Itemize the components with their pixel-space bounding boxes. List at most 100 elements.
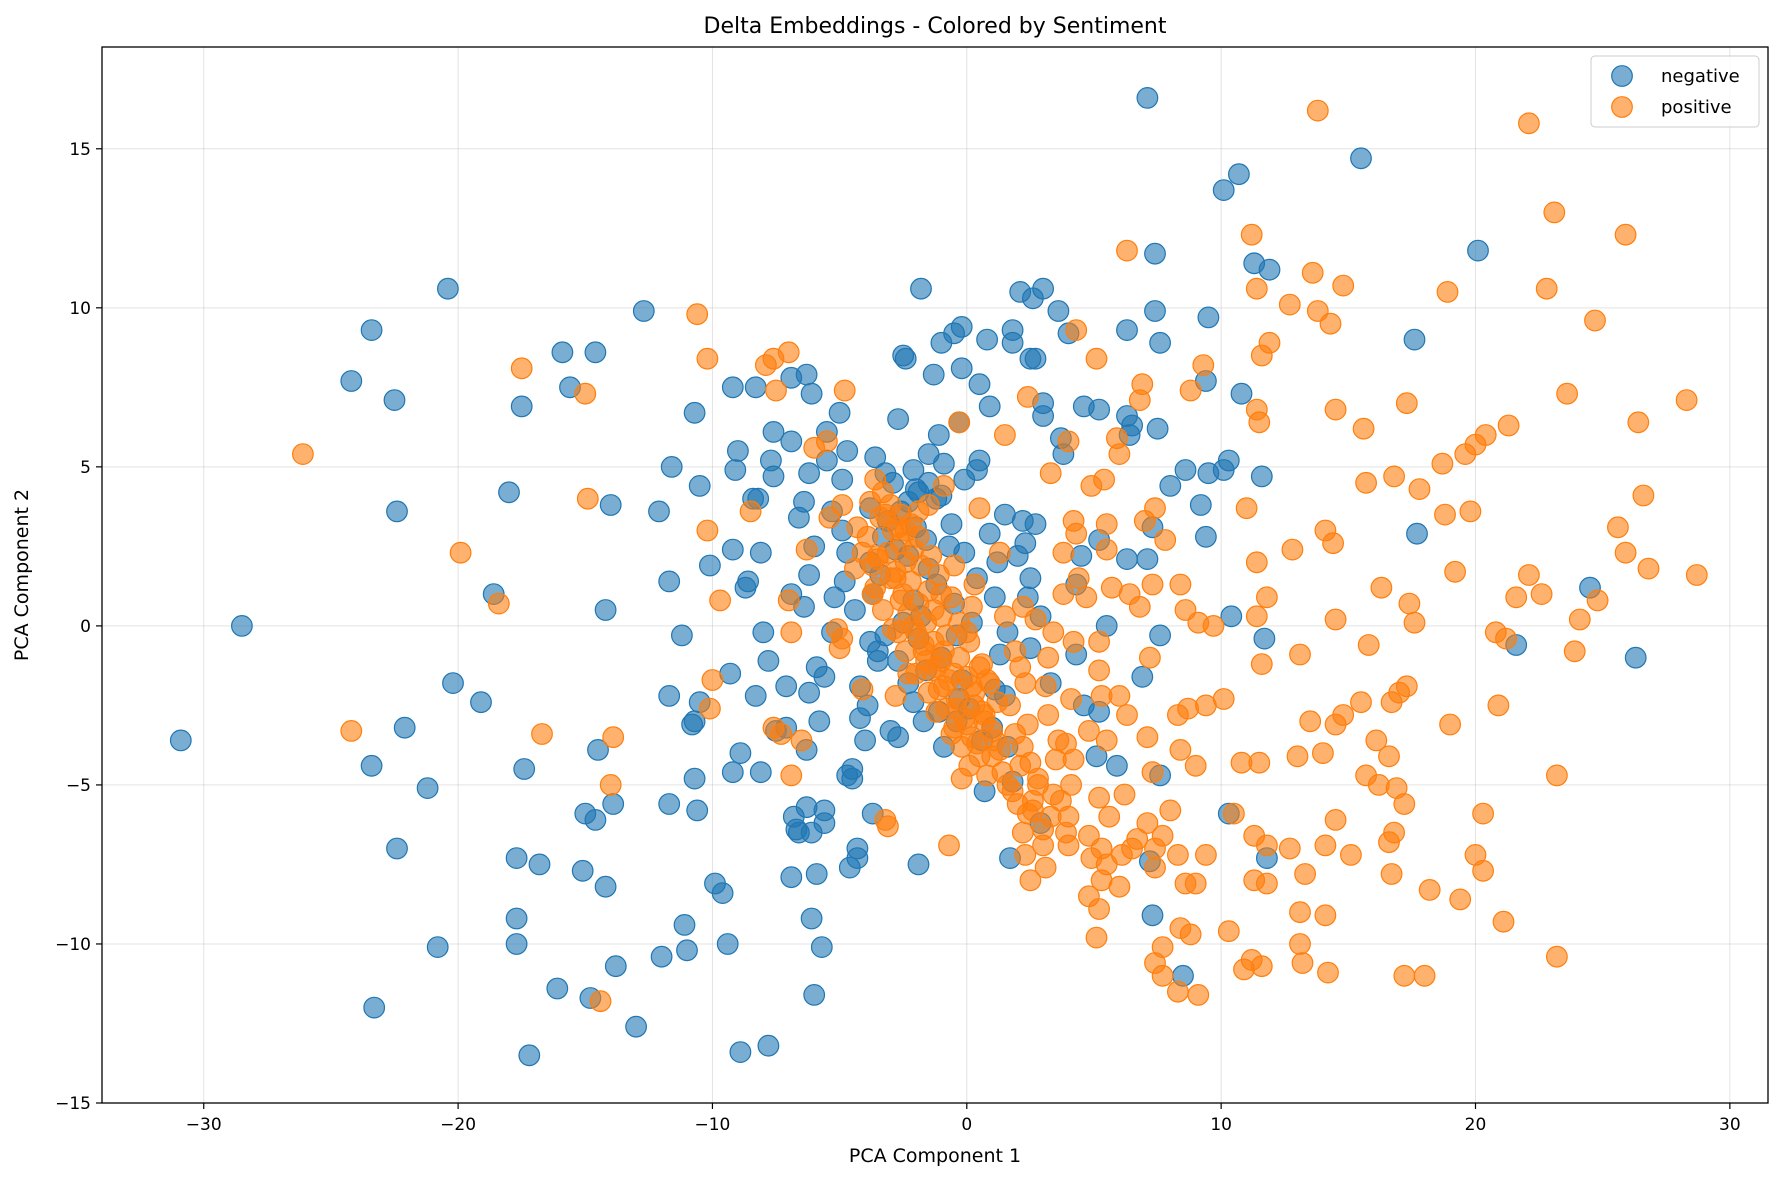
data-point-positive bbox=[1154, 529, 1177, 551]
data-point-negative bbox=[658, 685, 681, 707]
data-point-positive bbox=[803, 436, 826, 459]
data-point-positive bbox=[1095, 513, 1118, 535]
data-point-positive bbox=[1606, 516, 1629, 539]
data-point-negative bbox=[513, 758, 536, 780]
data-point-positive bbox=[1011, 821, 1034, 844]
y-tick-label: −5 bbox=[66, 776, 91, 796]
data-point-positive bbox=[1042, 783, 1065, 806]
data-point-positive bbox=[1324, 398, 1347, 421]
data-point-positive bbox=[1034, 675, 1057, 698]
data-point-negative bbox=[978, 395, 1001, 418]
data-point-negative bbox=[1088, 398, 1110, 421]
data-point-negative bbox=[688, 475, 711, 497]
data-point-positive bbox=[1517, 112, 1540, 135]
data-point-negative bbox=[594, 875, 617, 898]
data-point-positive bbox=[1133, 510, 1156, 532]
data-point-negative bbox=[983, 586, 1006, 609]
data-point-negative bbox=[813, 665, 836, 688]
data-point-positive bbox=[1184, 754, 1207, 777]
data-point-positive bbox=[882, 618, 904, 640]
data-point-positive bbox=[1314, 904, 1337, 927]
data-point-positive bbox=[1530, 583, 1553, 605]
data-point-negative bbox=[887, 726, 909, 749]
data-point-positive bbox=[889, 589, 912, 612]
data-point-positive bbox=[739, 500, 762, 523]
data-point-positive bbox=[1614, 223, 1637, 246]
data-point-negative bbox=[470, 691, 492, 714]
data-point-positive bbox=[884, 685, 907, 707]
data-point-negative bbox=[632, 300, 655, 322]
data-point-negative bbox=[584, 341, 607, 364]
data-point-positive bbox=[1169, 573, 1192, 596]
data-point-negative bbox=[1116, 548, 1138, 570]
data-point-positive bbox=[1250, 344, 1273, 367]
data-point-positive bbox=[1439, 713, 1461, 736]
data-point-negative bbox=[1227, 163, 1250, 186]
data-point-negative bbox=[762, 421, 785, 443]
data-point-positive bbox=[1472, 859, 1494, 882]
data-point-negative bbox=[699, 554, 721, 577]
data-point-positive bbox=[340, 720, 363, 742]
data-point-negative bbox=[1136, 86, 1159, 109]
data-point-positive bbox=[948, 411, 971, 434]
data-point-positive bbox=[833, 379, 856, 402]
data-point-positive bbox=[1001, 780, 1024, 803]
data-point-negative bbox=[798, 564, 820, 586]
data-point-positive bbox=[1584, 309, 1606, 332]
data-point-positive bbox=[1077, 720, 1100, 742]
data-point-positive bbox=[1022, 789, 1044, 812]
data-point-positive bbox=[1614, 541, 1637, 564]
data-point-negative bbox=[604, 955, 627, 978]
legend-marker-negative bbox=[1611, 65, 1633, 87]
data-point-negative bbox=[1144, 242, 1166, 265]
data-point-negative bbox=[518, 1044, 541, 1067]
data-points bbox=[169, 86, 1708, 1067]
data-point-positive bbox=[1062, 630, 1085, 653]
data-point-negative bbox=[1019, 567, 1042, 590]
legend-box bbox=[1590, 55, 1760, 128]
data-point-negative bbox=[800, 821, 823, 844]
data-point-positive bbox=[1413, 964, 1436, 987]
data-point-positive bbox=[1065, 319, 1088, 342]
data-point-positive bbox=[699, 697, 721, 720]
data-point-positive bbox=[905, 662, 927, 685]
data-point-positive bbox=[1116, 239, 1138, 262]
data-point-positive bbox=[1235, 497, 1258, 520]
data-point-positive bbox=[1289, 643, 1311, 666]
data-point-negative bbox=[800, 382, 823, 405]
data-point-positive bbox=[1301, 261, 1324, 284]
data-point-positive bbox=[1350, 691, 1372, 714]
data-point-negative bbox=[749, 761, 772, 784]
data-point-negative bbox=[505, 847, 528, 869]
data-point-positive bbox=[765, 379, 787, 402]
data-point-positive bbox=[1278, 293, 1301, 316]
data-point-positive bbox=[943, 662, 965, 685]
data-point-negative bbox=[795, 363, 818, 386]
data-point-negative bbox=[658, 793, 681, 815]
data-point-negative bbox=[528, 853, 551, 876]
data-point-positive bbox=[1027, 767, 1049, 790]
data-point-positive bbox=[958, 754, 981, 777]
data-point-negative bbox=[1159, 475, 1182, 497]
data-point-negative bbox=[721, 376, 744, 399]
data-point-positive bbox=[531, 723, 553, 745]
data-point-positive bbox=[1179, 379, 1202, 402]
data-point-positive bbox=[1255, 834, 1278, 857]
data-point-positive bbox=[1332, 274, 1355, 297]
data-point-positive bbox=[1398, 592, 1421, 615]
data-point-positive bbox=[1184, 872, 1207, 895]
data-point-positive bbox=[1627, 411, 1650, 434]
data-point-positive bbox=[777, 589, 800, 612]
data-point-negative bbox=[780, 430, 803, 453]
data-point-positive bbox=[574, 382, 597, 405]
data-point-positive bbox=[1233, 958, 1255, 981]
data-point-positive bbox=[1370, 576, 1393, 599]
data-point-negative bbox=[386, 837, 408, 860]
data-point-positive bbox=[1014, 672, 1037, 694]
data-point-negative bbox=[894, 347, 917, 370]
data-point-negative bbox=[1194, 525, 1217, 548]
data-point-negative bbox=[1070, 545, 1093, 567]
data-point-positive bbox=[1408, 478, 1431, 501]
data-point-negative bbox=[599, 494, 622, 516]
data-point-negative bbox=[910, 277, 932, 300]
